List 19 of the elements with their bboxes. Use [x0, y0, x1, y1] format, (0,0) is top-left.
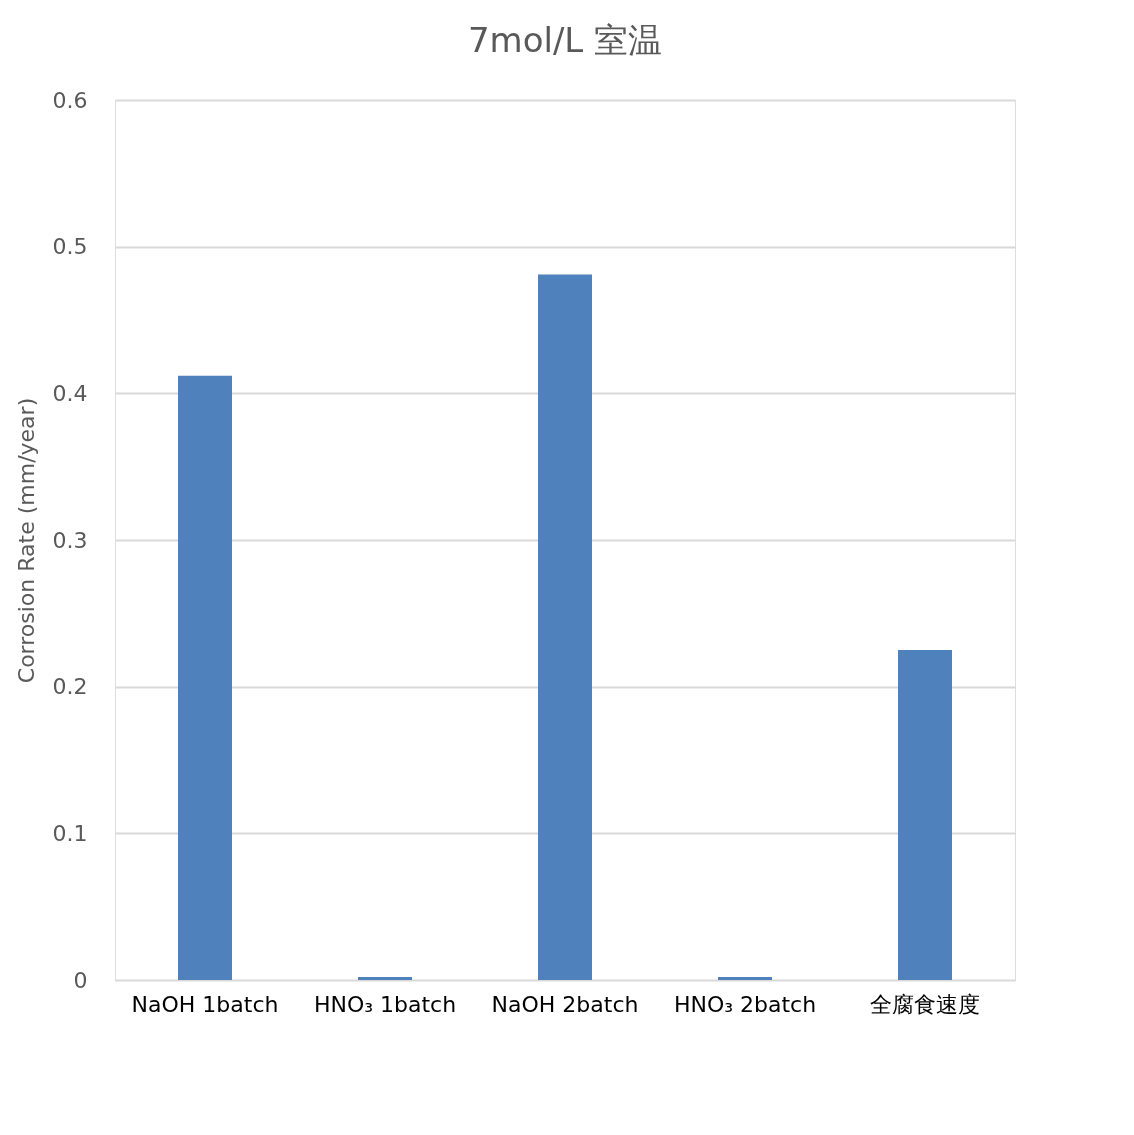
x-tick-label: HNO₃ 2batch — [673, 991, 817, 1017]
x-tick-label: 全腐食速度 — [870, 991, 980, 1017]
y-tick-label: 0.4 — [52, 380, 88, 406]
y-axis-title: Corrosion Rate (mm/year) — [13, 397, 39, 684]
y-tick-label: 0.1 — [52, 820, 88, 846]
x-tick-label: NaOH 2batch — [491, 991, 639, 1017]
bar — [358, 977, 412, 980]
chart-title: 7mol/L 室温 — [467, 20, 663, 60]
bar — [898, 650, 952, 980]
bar — [538, 274, 592, 980]
bar — [718, 977, 772, 980]
y-tick-label: 0.6 — [52, 87, 88, 113]
y-tick-label: 0.5 — [52, 234, 88, 260]
x-tick-label: NaOH 1batch — [131, 991, 279, 1017]
x-tick-label: HNO₃ 1batch — [313, 991, 457, 1017]
y-tick-label: 0.2 — [52, 674, 88, 700]
y-tick-label: 0.3 — [52, 527, 88, 553]
bar — [178, 375, 232, 980]
y-tick-label: 0 — [73, 967, 88, 993]
